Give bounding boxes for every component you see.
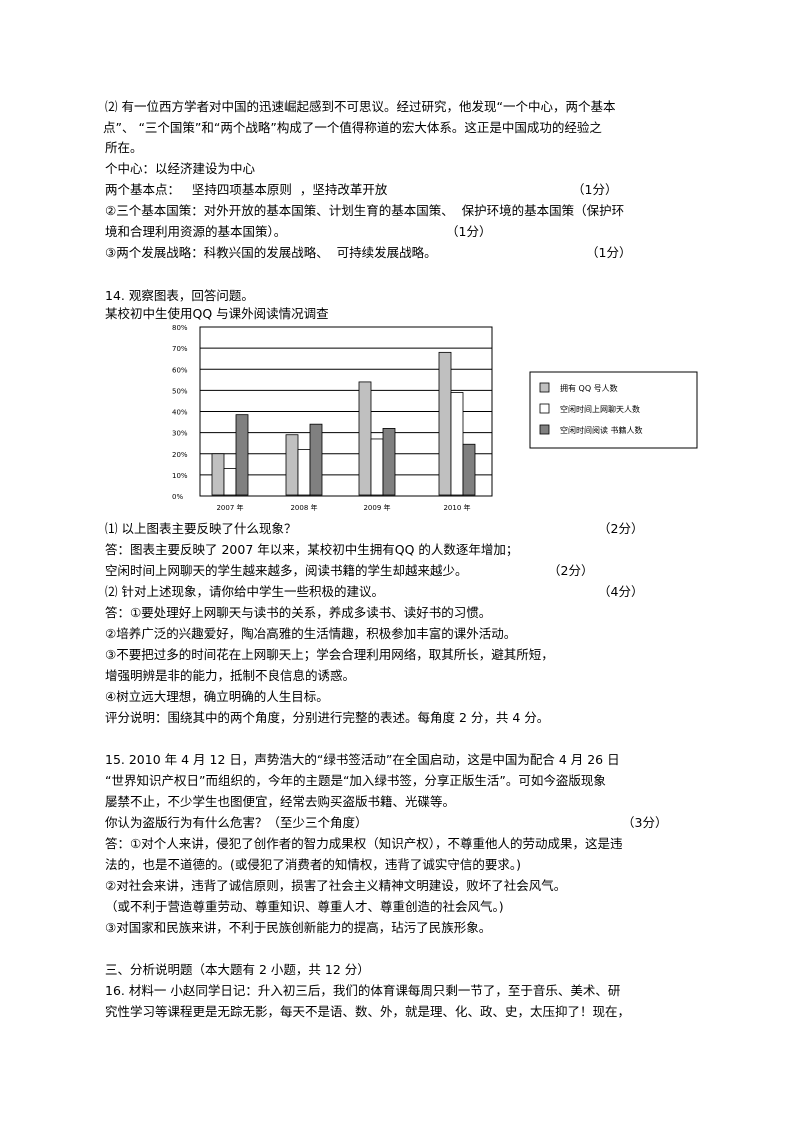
text-line: ③两个发展战略：科教兴国的发展战略、 可持续发展战略。 [105, 245, 437, 260]
legend [529, 371, 698, 449]
score: （2分） [598, 521, 644, 536]
text-line: 16. 材料一 小赵同学日记：升入初三后，我们的体育课每周只剩一节了，至于音乐、… [105, 983, 621, 998]
text-line: ③不要把过多的时间花在上网聊天上；学会合理利用网络，取其所长，避其所短， [105, 647, 554, 662]
score: （1分） [572, 182, 618, 197]
text-line: ②三个基本国策：对外开放的基本国策、计划生育的基本国策、 保护环境的基本国策（保… [105, 203, 625, 218]
y-tick-label: 80% [172, 324, 188, 332]
bar [358, 381, 372, 496]
question-14: 14. 观察图表，回答问题。 [105, 288, 254, 303]
text-line: 境和合理利用资源的基本国策）。 [105, 224, 287, 239]
legend-label: 拥有 QQ 号人数 [560, 383, 618, 393]
text-line: 增强明辨是非的能力，抵制不良信息的诱惑。 [105, 668, 356, 683]
legend-label: 空闲时间上网聊天人数 [560, 404, 640, 414]
y-tick-label: 60% [172, 366, 188, 374]
score: （1分） [446, 224, 492, 239]
section-heading: 三、分析说明题（本大题有 2 小题，共 12 分） [105, 962, 370, 977]
score: （2分） [548, 563, 594, 578]
legend-label: 空闲时间阅读 书籍人数 [560, 425, 643, 435]
bar [309, 423, 323, 496]
bar [223, 468, 237, 496]
text-line: 法的，也是不道德的。(或侵犯了消费者的知情权，违背了诚实守信的要求。) [105, 857, 522, 872]
text-line: 答：①要处理好上网聊天与读书的关系，养成多读书、读好书的习惯。 [105, 605, 492, 620]
legend-swatch [539, 382, 550, 393]
x-tick-label: 2008 年 [290, 503, 317, 512]
text-line: “世界知识产权日”而组织的，今年的主题是“加入绿书签，分享正版生活”。可如今盗版… [105, 773, 606, 788]
legend-swatch [539, 403, 550, 414]
text-line: 个中心：以经济建设为中心 [105, 161, 256, 176]
text-line: 所在。 [105, 140, 143, 155]
bar-chart: 0% 10% 20% 30% 40% 50% 60% 70% 80% 2007 年 2008 年 20… [172, 324, 698, 512]
x-tick-label: 2009 年 [363, 503, 390, 512]
bar [450, 392, 464, 496]
x-tick-label: 2007 年 [216, 503, 243, 512]
score: （4分） [598, 584, 644, 599]
y-tick-label: 70% [172, 345, 188, 353]
text-line: 空闲时间上网聊天的学生越来越多，阅读书籍的学生却越来越少。 [105, 563, 468, 578]
y-tick-label: 20% [172, 451, 188, 459]
bar [438, 351, 452, 496]
legend-swatch [539, 424, 550, 435]
bar [211, 453, 225, 496]
text-line: 究性学习等课程更是无踪无影，每天不是语、数、外，就是理、化、政、史，太压抑了！现… [105, 1004, 631, 1019]
text-line: 你认为盗版行为有什么危害？（至少三个角度） [105, 815, 368, 830]
bar [370, 438, 384, 496]
text-line: ⑵ 有一位西方学者对中国的迅速崛起感到不可思议。经过研究，他发现“一个中心，两个… [105, 99, 616, 114]
text-line: 15. 2010 年 4 月 12 日，声势浩大的“绿书签活动”在全国启动，这是… [105, 752, 620, 767]
bar [297, 449, 311, 496]
text-line: ②培养广泛的兴趣爱好，陶冶高雅的生活情趣，积极参加丰富的课外活动。 [105, 626, 517, 641]
y-tick-label: 0% [172, 493, 183, 501]
text-line: 两个基本点： 坚持四项基本原则 ，坚持改革开放 [105, 182, 388, 197]
text-line: （或不利于营造尊重劳动、尊重知识、尊重人才、尊重创造的社会风气。) [105, 899, 504, 914]
bar [285, 434, 299, 496]
text-line: 点”、 “三个国策”和“两个战略”构成了一个值得称道的宏大体系。这正是中国成功的… [103, 120, 602, 135]
bar [462, 443, 476, 496]
text-line: ④树立远大理想，确立明确的人生目标。 [105, 689, 329, 704]
y-tick-label: 40% [172, 409, 188, 417]
text-line: ②对社会来讲，违背了诚信原则，损害了社会主义精神文明建设，败坏了社会风气。 [105, 878, 567, 893]
y-tick-label: 50% [172, 387, 188, 395]
y-tick-label: 10% [172, 472, 188, 480]
text-line: 屡禁不止，不少学生也图便宜，经常去购买盗版书籍、光碟等。 [105, 794, 456, 809]
text-line: 评分说明：围绕其中的两个角度，分别进行完整的表述。每角度 2 分，共 4 分。 [105, 710, 550, 725]
score: （1分） [586, 245, 632, 260]
plot-area [199, 326, 493, 497]
score: （3分） [622, 815, 668, 830]
x-tick-label: 2010 年 [443, 503, 470, 512]
text-line: ③对国家和民族来讲，不利于民族创新能力的提高，玷污了民族形象。 [105, 920, 492, 935]
text-line: 答：①对个人来讲，侵犯了创作者的智力成果权（知识产权），不尊重他人的劳动成果，这… [105, 836, 623, 851]
chart-title: 某校初中生使用QQ 与课外阅读情况调查 [105, 306, 329, 321]
bar [235, 414, 249, 496]
y-tick-label: 30% [172, 430, 188, 438]
text-line: 答：图表主要反映了 2007 年以来，某校初中生拥有QQ 的人数逐年增加； [105, 542, 519, 557]
text-line: ⑵ 针对上述现象，请你给中学生一些积极的建议。 [105, 584, 384, 599]
text-line: ⑴ 以上图表主要反映了什么现象？ [105, 521, 297, 536]
bar [382, 428, 396, 496]
